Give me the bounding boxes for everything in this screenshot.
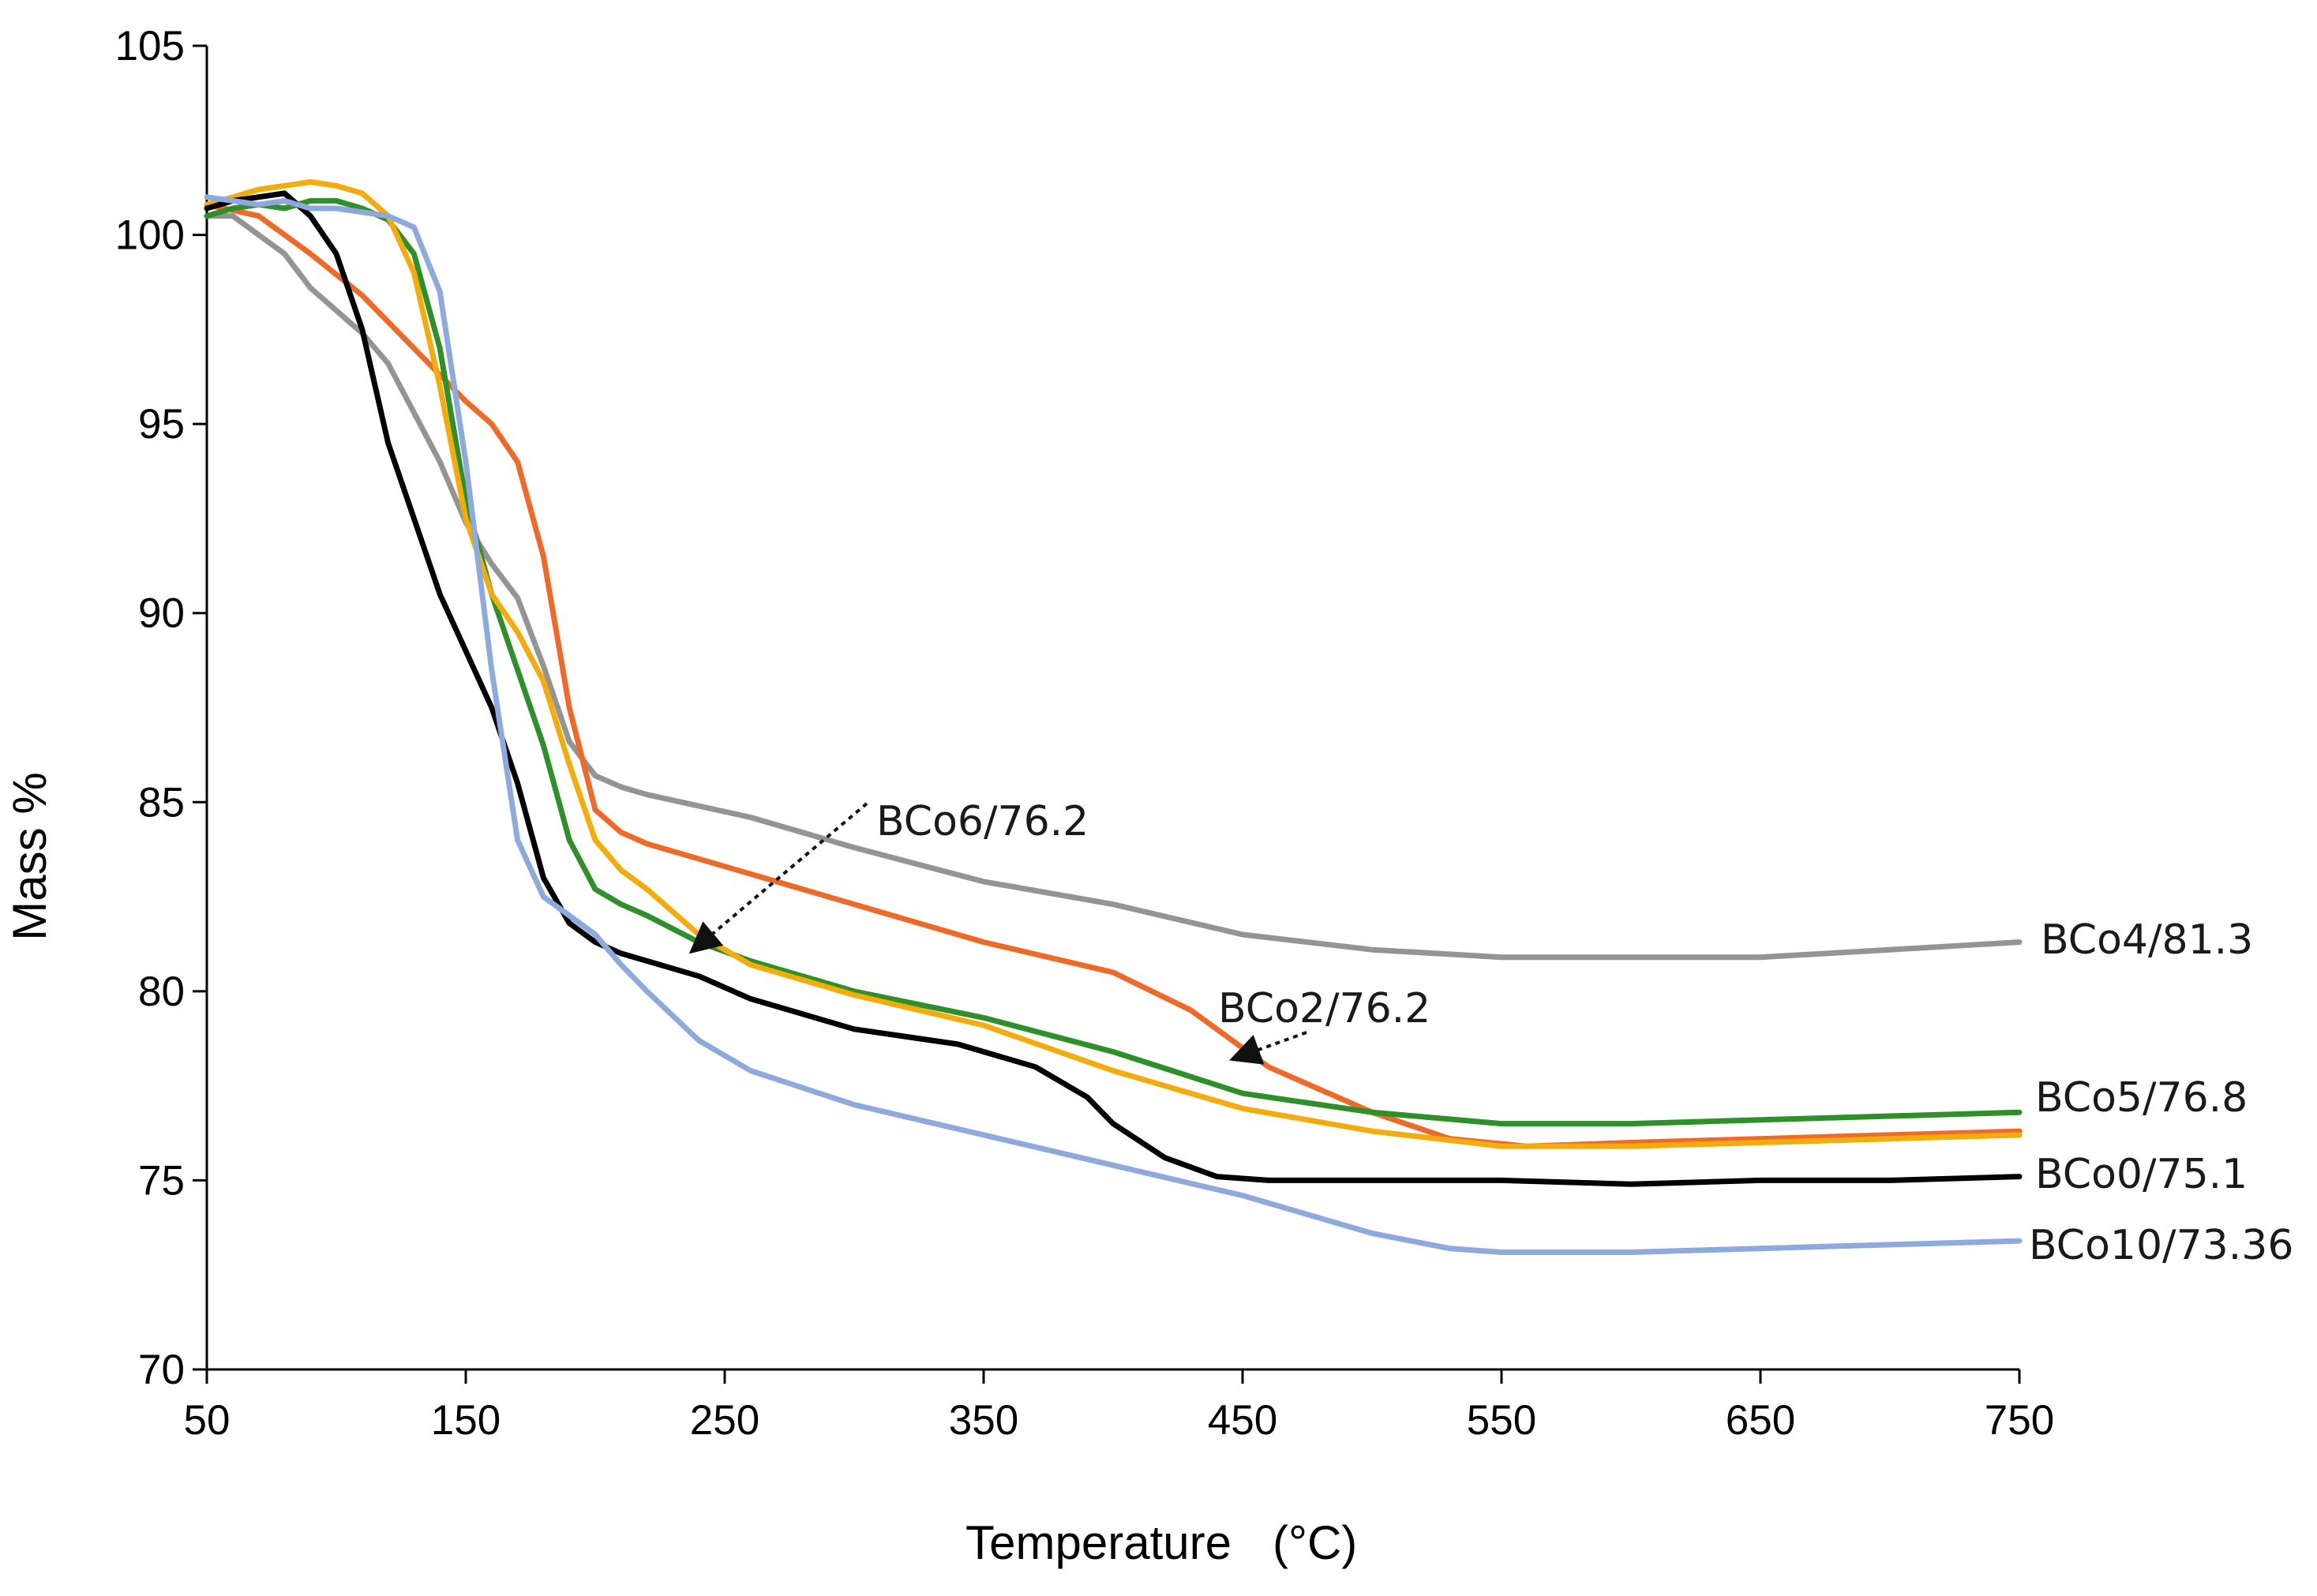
series-line-bco5 xyxy=(204,197,2023,1127)
series-label-bco4: BCo4/81.3 xyxy=(2041,916,2253,964)
x-axis-title: Temperature xyxy=(965,1516,1232,1569)
series-label-bco6: BCo6/76.2 xyxy=(876,798,1089,845)
x-tick-label: 50 xyxy=(184,1397,231,1444)
y-tick-label: 90 xyxy=(138,590,185,637)
x-axis-unit: (°C) xyxy=(1273,1516,1357,1569)
x-tick-label: 550 xyxy=(1467,1397,1536,1444)
bco2-pointer-arrow xyxy=(1228,1031,1307,1065)
y-tick-label: 95 xyxy=(138,401,185,448)
series-labels: BCo4/81.3 BCo5/76.8 BCo0/75.1 BCo10/73.36 BC… xyxy=(876,798,2293,1269)
y-tick-label: 75 xyxy=(138,1157,185,1204)
x-tick-label: 650 xyxy=(1726,1397,1795,1444)
series-line-bco6 xyxy=(204,179,2023,1149)
x-tick-label: 150 xyxy=(431,1397,501,1444)
y-ticks: 70 75 80 85 90 95 100 105 xyxy=(115,23,207,1393)
y-tick-label: 105 xyxy=(115,23,185,69)
series-line-bco10 xyxy=(204,194,2023,1255)
x-ticks: 50 150 250 350 450 550 650 750 xyxy=(184,1369,2054,1444)
x-axis-unit-text: (°C) xyxy=(1273,1516,1357,1569)
y-tick-label: 100 xyxy=(115,212,185,259)
x-tick-label: 750 xyxy=(1985,1397,2054,1444)
series-label-bco10: BCo10/73.36 xyxy=(2029,1222,2293,1269)
y-tick-label: 85 xyxy=(138,779,185,826)
series-line-bco0 xyxy=(204,190,2023,1187)
y-tick-label: 70 xyxy=(138,1347,185,1393)
y-tick-label: 80 xyxy=(138,968,185,1015)
x-axis-title-text: Temperature xyxy=(965,1516,1232,1569)
x-tick-label: 350 xyxy=(949,1397,1018,1444)
x-tick-label: 250 xyxy=(690,1397,759,1444)
bco6-pointer-arrow xyxy=(688,802,868,954)
x-tick-label: 450 xyxy=(1208,1397,1277,1444)
series-group xyxy=(204,179,2023,1255)
y-axis-title: Mass % xyxy=(3,772,56,940)
annotation-arrows xyxy=(688,802,1307,1065)
series-label-bco5: BCo5/76.8 xyxy=(2035,1074,2248,1122)
series-label-bco2: BCo2/76.2 xyxy=(1218,985,1430,1032)
series-label-bco0: BCo0/75.1 xyxy=(2035,1151,2248,1198)
axes: 70 75 80 85 90 95 100 105 50 150 250 350 450 550 650 7… xyxy=(115,23,2055,1444)
